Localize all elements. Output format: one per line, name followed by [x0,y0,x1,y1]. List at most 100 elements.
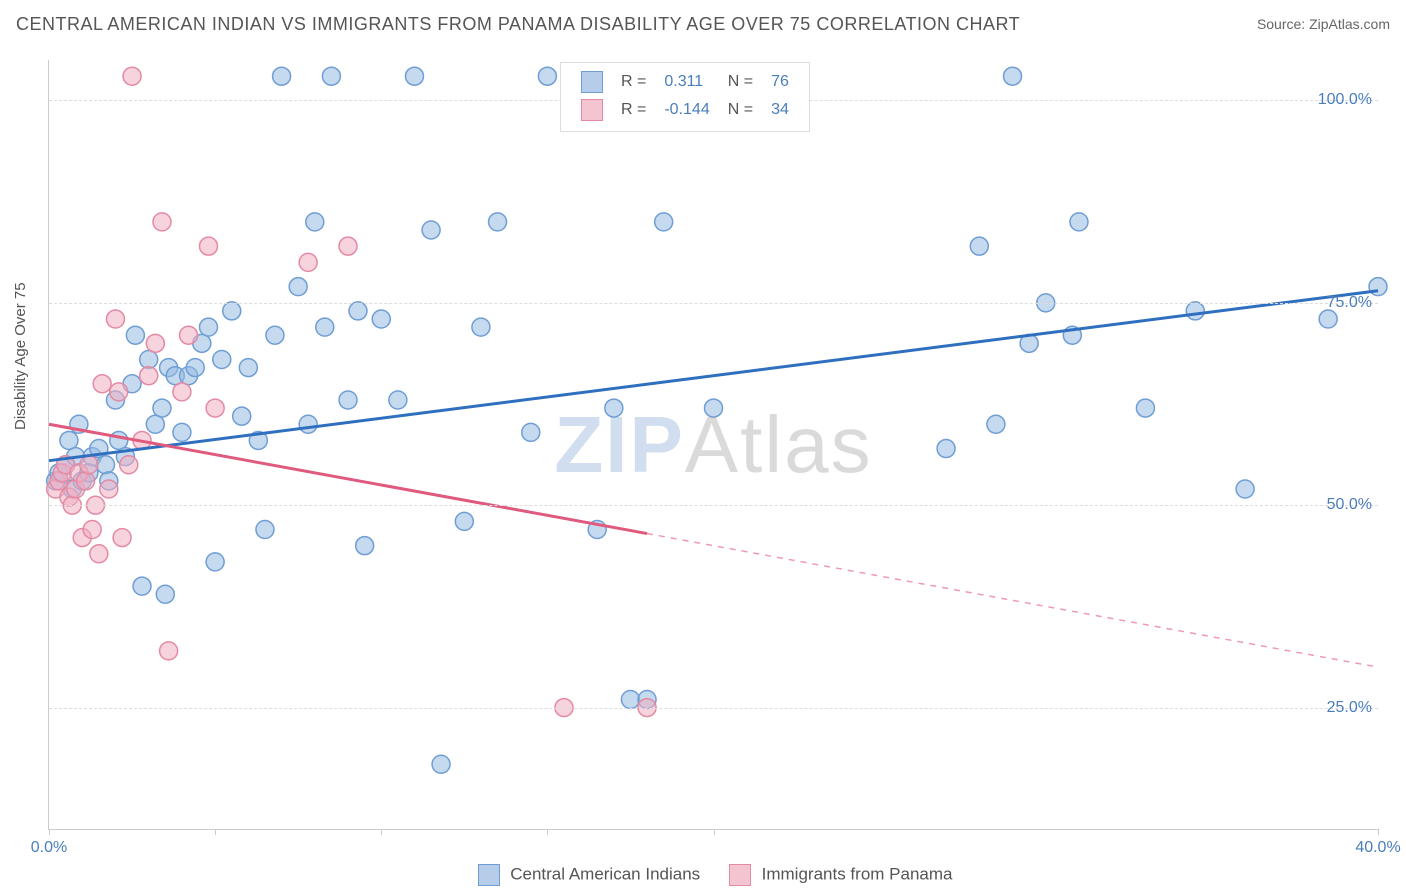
r-label-0: R = [613,69,654,95]
data-point [123,67,141,85]
data-point [299,253,317,271]
data-point [180,326,198,344]
x-tick-mark [215,829,216,835]
y-tick-label: 50.0% [1327,496,1372,514]
y-tick-label: 75.0% [1327,294,1372,312]
data-point [256,520,274,538]
data-point [80,456,98,474]
data-point [316,318,334,336]
data-point [77,472,95,490]
trend-line [49,424,647,533]
data-point [1004,67,1022,85]
data-point [60,431,78,449]
data-point [970,237,988,255]
data-point [90,545,108,563]
gridline [49,708,1378,709]
data-point [223,302,241,320]
data-point [273,67,291,85]
legend-label-series-1: Immigrants from Panama [762,864,953,883]
data-point [113,529,131,547]
scatter-svg [49,60,1378,829]
data-point [1236,480,1254,498]
correlation-legend: R = 0.311 N = 76 R = -0.144 N = 34 [560,62,810,132]
chart-plot-area: ZIPAtlas 25.0%50.0%75.0%100.0%0.0%40.0% [48,60,1378,830]
y-tick-label: 100.0% [1318,91,1372,109]
legend-swatch-series-0 [478,864,500,886]
x-tick-mark [381,829,382,835]
data-point [93,375,111,393]
data-point [133,577,151,595]
series-legend: Central American Indians Immigrants from… [0,864,1406,886]
data-point [83,520,101,538]
data-point [199,237,217,255]
data-point [1319,310,1337,328]
data-point [140,367,158,385]
x-tick-label: 40.0% [1355,839,1400,857]
data-point [339,391,357,409]
legend-row: R = 0.311 N = 76 [573,69,797,95]
data-point [140,351,158,369]
data-point [987,415,1005,433]
trend-line-dashed [647,534,1378,668]
data-point [146,334,164,352]
gridline [49,303,1378,304]
data-point [349,302,367,320]
data-point [233,407,251,425]
correlation-table: R = 0.311 N = 76 R = -0.144 N = 34 [571,67,799,125]
legend-label-series-0: Central American Indians [510,864,700,883]
data-point [299,415,317,433]
data-point [126,326,144,344]
data-point [621,690,639,708]
data-point [289,278,307,296]
data-point [146,415,164,433]
data-point [96,456,114,474]
data-point [339,237,357,255]
data-point [153,399,171,417]
data-point [153,213,171,231]
data-point [206,553,224,571]
data-point [106,310,124,328]
data-point [173,383,191,401]
x-tick-mark [547,829,548,835]
data-point [213,351,231,369]
data-point [937,440,955,458]
r-value-1: -0.144 [656,97,717,123]
data-point [522,423,540,441]
data-point [239,359,257,377]
data-point [156,585,174,603]
r-value-0: 0.311 [656,69,717,95]
data-point [160,642,178,660]
data-point [432,755,450,773]
chart-header: CENTRAL AMERICAN INDIAN VS IMMIGRANTS FR… [16,14,1390,44]
data-point [186,359,204,377]
data-point [206,399,224,417]
x-tick-mark [1378,829,1379,835]
data-point [705,399,723,417]
y-tick-label: 25.0% [1327,699,1372,717]
data-point [389,391,407,409]
r-label-1: R = [613,97,654,123]
x-tick-label: 0.0% [31,839,67,857]
data-point [173,423,191,441]
chart-title: CENTRAL AMERICAN INDIAN VS IMMIGRANTS FR… [16,14,1020,34]
data-point [1186,302,1204,320]
data-point [322,67,340,85]
gridline [49,505,1378,506]
data-point [472,318,490,336]
data-point [655,213,673,231]
legend-swatch-pink [581,99,603,121]
data-point [199,318,217,336]
data-point [455,512,473,530]
n-label-1: N = [720,97,761,123]
data-point [422,221,440,239]
y-axis-label: Disability Age Over 75 [12,282,29,430]
data-point [1136,399,1154,417]
data-point [1070,213,1088,231]
n-value-0: 76 [763,69,797,95]
data-point [605,399,623,417]
data-point [405,67,423,85]
data-point [306,213,324,231]
data-point [110,431,128,449]
data-point [538,67,556,85]
data-point [372,310,390,328]
